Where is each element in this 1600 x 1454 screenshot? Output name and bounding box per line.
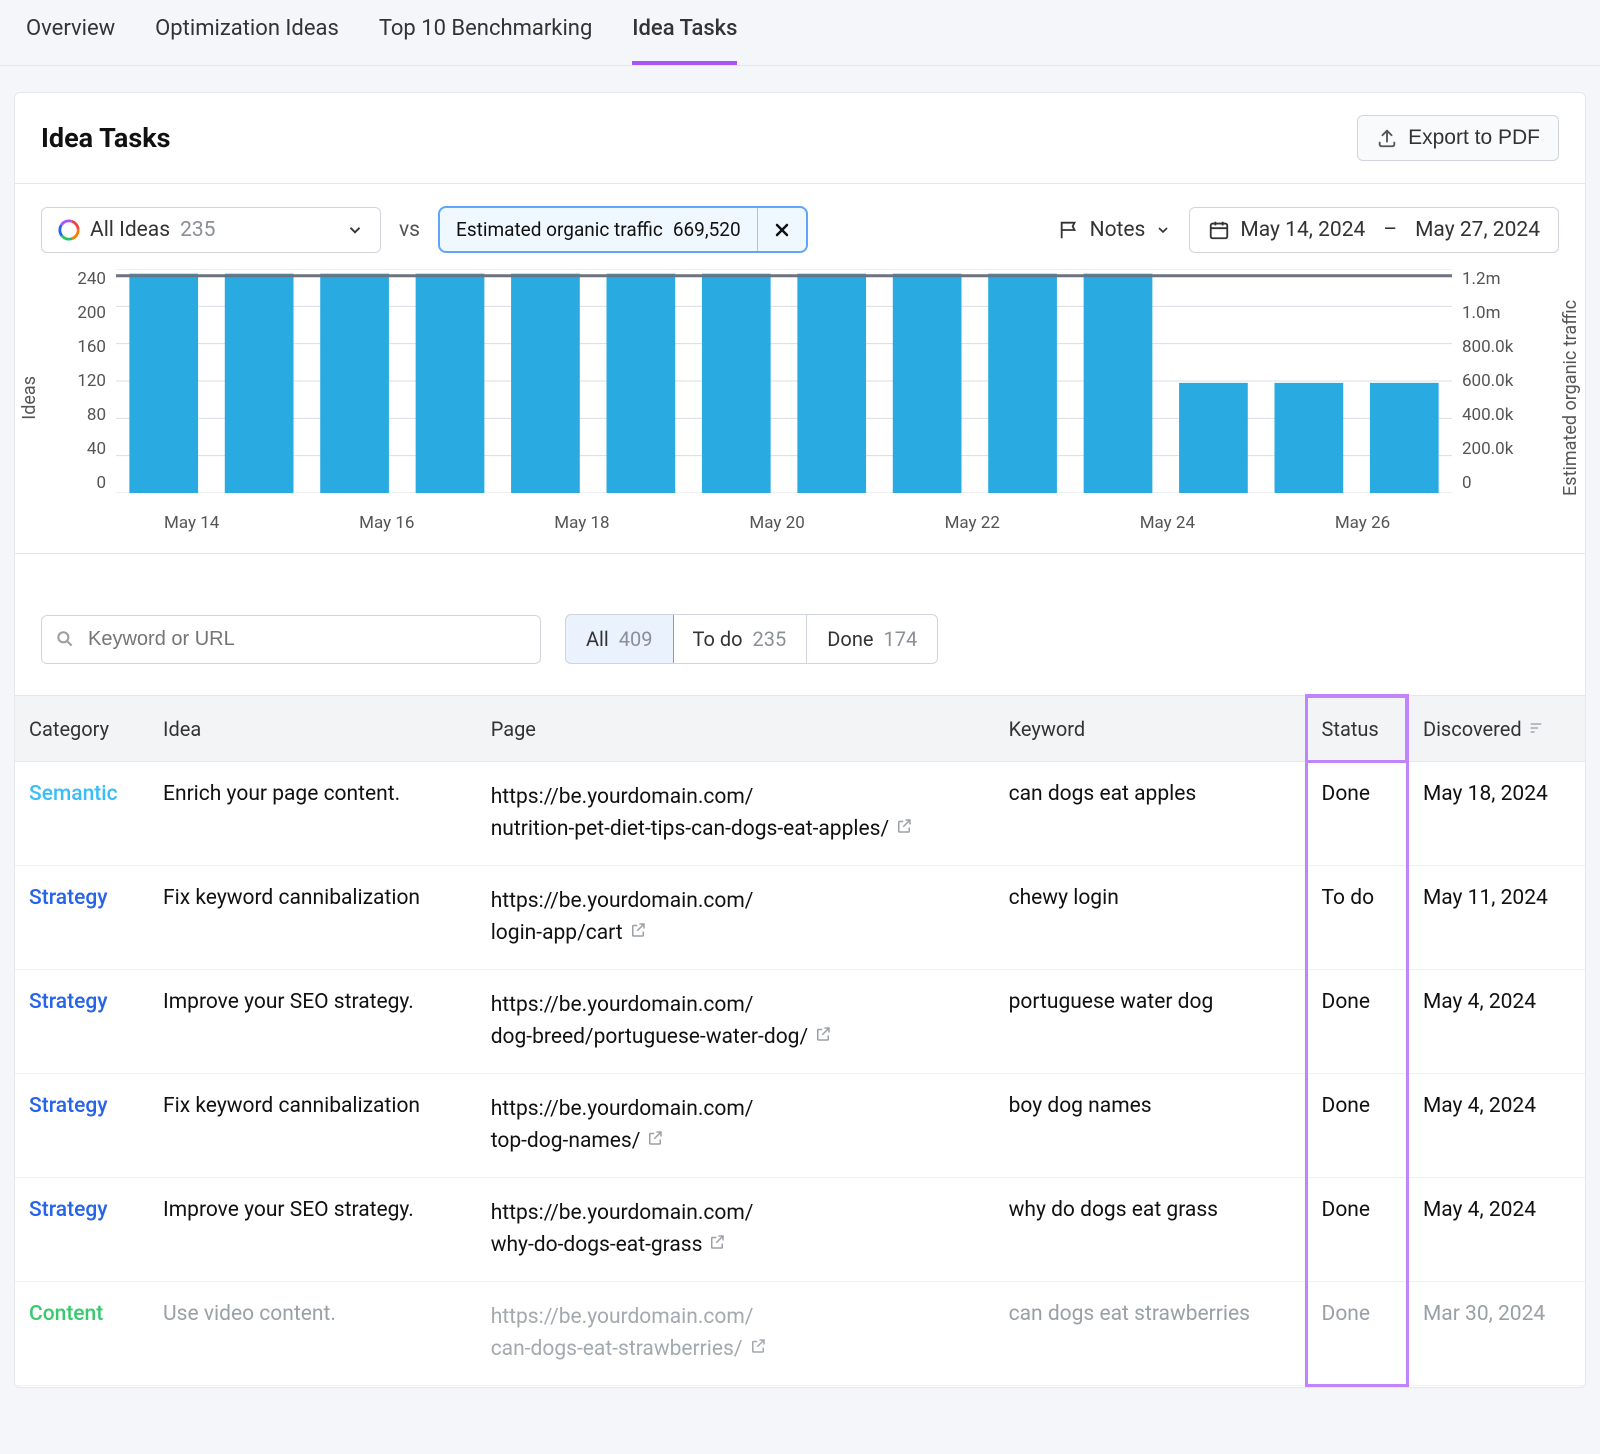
col-status[interactable]: Status (1306, 696, 1407, 762)
search-input-wrap (41, 615, 541, 664)
page-link[interactable]: https://be.yourdomain.com/nutrition-pet-… (477, 762, 995, 866)
idea-text: Fix keyword cannibalization (149, 1074, 477, 1178)
discovered-date: Mar 30, 2024 (1407, 1282, 1585, 1386)
table-row: Content Use video content.https://be.your… (15, 1282, 1585, 1386)
keyword-text: chewy login (995, 866, 1306, 970)
search-icon (55, 629, 75, 649)
filter-done[interactable]: Done174 (807, 615, 937, 663)
category-link[interactable]: Strategy (29, 886, 108, 910)
page-link[interactable]: https://be.yourdomain.com/top-dog-names/ (477, 1074, 995, 1178)
status-cell: Done (1306, 1282, 1407, 1386)
keyword-text: can dogs eat strawberries (995, 1282, 1306, 1386)
status-cell: Done (1306, 1178, 1407, 1282)
keyword-text: why do dogs eat grass (995, 1178, 1306, 1282)
col-idea[interactable]: Idea (149, 696, 477, 762)
col-discovered[interactable]: Discovered (1407, 696, 1585, 762)
category-link[interactable]: Strategy (29, 990, 108, 1014)
y-right-ticks: 1.2m1.0m800.0k600.0k400.0k200.0k0 (1452, 269, 1530, 493)
tab-optimization-ideas[interactable]: Optimization Ideas (155, 16, 339, 65)
x-ticks: May 14May 16May 18May 20May 22May 24May … (44, 507, 1556, 533)
vs-label: vs (399, 218, 420, 242)
traffic-label: Estimated organic traffic (456, 218, 663, 241)
tab-bar: Overview Optimization Ideas Top 10 Benchma… (0, 0, 1600, 66)
logo-icon (58, 219, 80, 241)
page-link[interactable]: https://be.yourdomain.com/login-app/cart (477, 866, 995, 970)
tasks-table: CategoryIdeaPageKeywordStatusDiscovered … (15, 694, 1585, 1387)
page-link[interactable]: https://be.yourdomain.com/why-do-dogs-ea… (477, 1178, 995, 1282)
idea-text: Improve your SEO strategy. (149, 1178, 477, 1282)
chevron-down-icon (346, 221, 364, 239)
idea-tasks-panel: Idea Tasks Export to PDF All Ideas 235 v… (14, 92, 1586, 1388)
page-link[interactable]: https://be.yourdomain.com/dog-breed/port… (477, 970, 995, 1074)
y-left-axis-label: Ideas (15, 376, 44, 420)
category-link[interactable]: Semantic (29, 782, 118, 806)
date-end: May 27, 2024 (1415, 218, 1540, 242)
category-link[interactable]: Content (29, 1302, 103, 1326)
calendar-icon (1208, 219, 1230, 241)
tab-idea-tasks[interactable]: Idea Tasks (632, 16, 737, 65)
idea-text: Enrich your page content. (149, 762, 477, 866)
export-pdf-label: Export to PDF (1408, 126, 1540, 150)
keyword-text: portuguese water dog (995, 970, 1306, 1074)
discovered-date: May 4, 2024 (1407, 970, 1585, 1074)
idea-text: Improve your SEO strategy. (149, 970, 477, 1074)
panel-title: Idea Tasks (41, 122, 171, 154)
keyword-text: boy dog names (995, 1074, 1306, 1178)
status-cell: Done (1306, 1074, 1407, 1178)
notes-label: Notes (1090, 218, 1146, 242)
tab-overview[interactable]: Overview (26, 16, 115, 65)
y-right-axis-label: Estimated organic traffic (1556, 300, 1585, 496)
status-cell: To do (1306, 866, 1407, 970)
table-row: Strategy Improve your SEO strategy.https:… (15, 970, 1585, 1074)
table-row: Strategy Fix keyword cannibalizationhttps… (15, 1074, 1585, 1178)
date-range-picker[interactable]: May 14, 2024 – May 27, 2024 (1189, 207, 1559, 253)
search-input[interactable] (41, 615, 541, 664)
discovered-date: May 4, 2024 (1407, 1178, 1585, 1282)
idea-text: Use video content. (149, 1282, 477, 1386)
discovered-date: May 11, 2024 (1407, 866, 1585, 970)
export-pdf-button[interactable]: Export to PDF (1357, 115, 1559, 161)
chevron-down-icon (1155, 222, 1171, 238)
table-row: Semantic Enrich your page content.https:/… (15, 762, 1585, 866)
all-ideas-label: All Ideas (90, 218, 170, 242)
status-cell: Done (1306, 762, 1407, 866)
date-start: May 14, 2024 (1240, 218, 1365, 242)
filter-to-do[interactable]: To do235 (673, 615, 808, 663)
status-filter-segment: All409To do235Done174 (565, 614, 938, 664)
discovered-date: May 18, 2024 (1407, 762, 1585, 866)
all-ideas-dropdown[interactable]: All Ideas 235 (41, 207, 381, 253)
category-link[interactable]: Strategy (29, 1094, 108, 1118)
page-link[interactable]: https://be.yourdomain.com/can-dogs-eat-s… (477, 1282, 995, 1386)
idea-text: Fix keyword cannibalization (149, 866, 477, 970)
status-cell: Done (1306, 970, 1407, 1074)
table-row: Strategy Fix keyword cannibalizationhttps… (15, 866, 1585, 970)
notes-button[interactable]: Notes (1058, 218, 1172, 242)
discovered-date: May 4, 2024 (1407, 1074, 1585, 1178)
filter-all[interactable]: All409 (565, 614, 674, 664)
traffic-value: 669,520 (673, 218, 741, 241)
col-page[interactable]: Page (477, 696, 995, 762)
all-ideas-count: 235 (180, 218, 215, 242)
col-category[interactable]: Category (15, 696, 149, 762)
traffic-clear-button[interactable] (757, 208, 806, 251)
traffic-filter-pill[interactable]: Estimated organic traffic 669,520 (438, 206, 808, 253)
tab-top-10-benchmarking[interactable]: Top 10 Benchmarking (379, 16, 592, 65)
chart-area (116, 269, 1452, 493)
table-row: Strategy Improve your SEO strategy.https:… (15, 1178, 1585, 1282)
date-sep: – (1383, 218, 1397, 242)
category-link[interactable]: Strategy (29, 1198, 108, 1222)
keyword-text: can dogs eat apples (995, 762, 1306, 866)
y-left-ticks: 24020016012080400 (70, 269, 116, 493)
upload-icon (1376, 127, 1398, 149)
flag-icon (1058, 219, 1080, 241)
col-keyword[interactable]: Keyword (995, 696, 1306, 762)
